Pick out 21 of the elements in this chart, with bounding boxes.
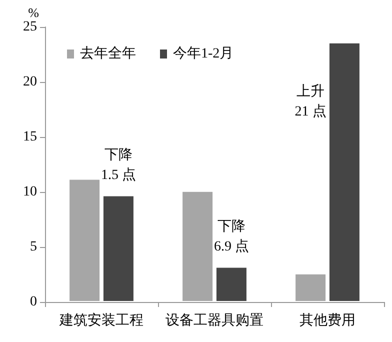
y-tick-label: 0 bbox=[30, 294, 37, 310]
y-tick-label: 5 bbox=[30, 240, 37, 254]
bar bbox=[102, 195, 134, 302]
legend-label: 去年全年 bbox=[80, 46, 136, 62]
bar bbox=[68, 178, 101, 302]
bar bbox=[328, 42, 360, 302]
annotation: 下降 6.9 点 bbox=[214, 218, 249, 254]
x-tick-label: 建筑安装工程 bbox=[58, 312, 144, 328]
y-tick-label: 15 bbox=[23, 130, 37, 144]
annotation: 上升 21 点 bbox=[294, 84, 326, 120]
x-tick-label: 设备工器具购置 bbox=[166, 312, 264, 328]
bar bbox=[215, 266, 248, 302]
y-tick-label: 20 bbox=[23, 74, 37, 90]
bar bbox=[182, 190, 214, 302]
legend-label: 今年1-2月 bbox=[173, 46, 234, 62]
bar bbox=[294, 273, 327, 302]
y-tick-label: 10 bbox=[23, 184, 37, 200]
y-axis-title: % bbox=[28, 5, 40, 20]
x-tick-label: 其他费用 bbox=[300, 312, 356, 328]
annotation: 下降 1.5 点 bbox=[101, 146, 136, 183]
y-tick-label: 25 bbox=[23, 20, 37, 34]
